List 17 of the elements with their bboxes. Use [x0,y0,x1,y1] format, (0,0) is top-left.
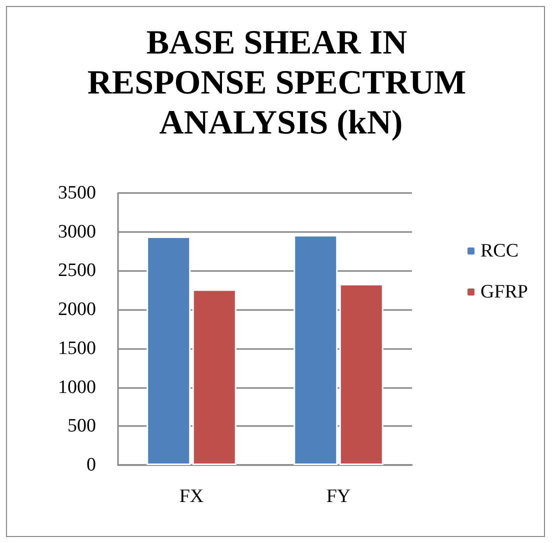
y-tick-label: 1000 [58,376,96,398]
x-tick-label: FX [179,486,204,507]
y-tick-label: 3000 [58,221,96,242]
bar [294,234,338,465]
bar [192,289,236,465]
legend-label: GFRP [480,282,528,302]
y-tick-label: 500 [68,416,96,437]
y-tick-label: 3500 [58,182,96,204]
bar [146,236,191,465]
legend-label: RCC [480,240,519,262]
y-tick-label: 2000 [58,299,96,320]
chart-title: BASE SHEAR IN RESPONSE SPECTRUM ANALYSIS (kN) [87,24,475,142]
bar [339,284,384,465]
x-tick-label: FY [326,486,351,507]
y-tick-label: 2500 [58,260,96,282]
y-tick-label: 0 [86,454,96,476]
y-tick-label: 1500 [58,338,96,359]
